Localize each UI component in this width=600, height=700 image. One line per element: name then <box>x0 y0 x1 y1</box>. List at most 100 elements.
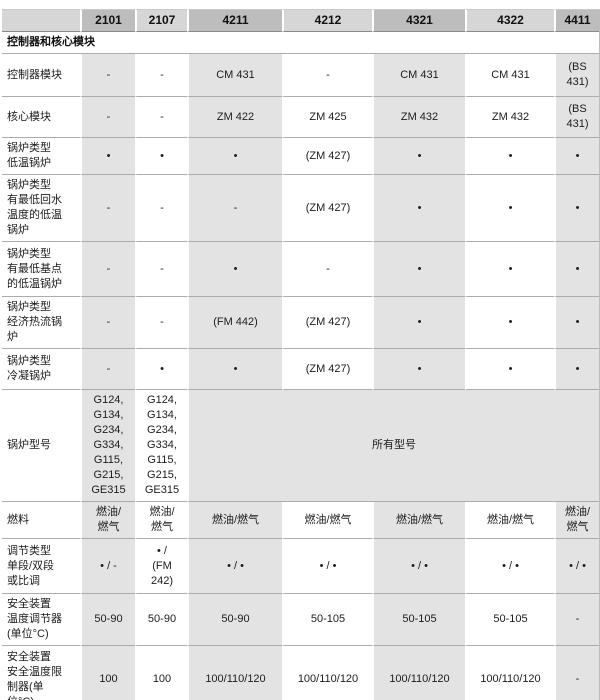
cell: • / - <box>80 539 135 594</box>
header-row: 2101 2107 4211 4212 4321 4322 4411 <box>2 9 599 32</box>
table-row: 锅炉类型 低温锅炉 • • • (ZM 427) • • • <box>2 138 599 175</box>
cell: (ZM 427) <box>282 349 372 390</box>
cell: CM 431 <box>187 54 282 97</box>
cell: (ZM 427) <box>282 175 372 242</box>
merged-cell-all-models: 所有型号 <box>187 390 599 502</box>
cell: (BS 431) <box>554 54 599 97</box>
cell: • <box>372 138 465 175</box>
cell: • / • <box>554 539 599 594</box>
row-label: 调节类型 单段/双段 或比调 <box>2 539 80 594</box>
table-row: 核心模块 - - ZM 422 ZM 425 ZM 432 ZM 432 (BS… <box>2 97 599 138</box>
column-header-4212: 4212 <box>282 9 372 32</box>
cell: 100/110/120 <box>187 646 282 700</box>
cell: • <box>187 138 282 175</box>
cell: • <box>465 297 554 349</box>
cell: 50-105 <box>465 594 554 646</box>
cell: 燃油/燃气 <box>187 502 282 539</box>
row-label: 燃料 <box>2 502 80 539</box>
cell: • <box>554 349 599 390</box>
cell: • <box>465 242 554 297</box>
cell: G124, G134, G234, G334, G115, G215, GE31… <box>135 390 187 502</box>
cell: • <box>187 242 282 297</box>
cell: CM 431 <box>465 54 554 97</box>
cell: - <box>80 54 135 97</box>
table-row: 锅炉类型 冷凝锅炉 - • • (ZM 427) • • • <box>2 349 599 390</box>
cell: 50-90 <box>80 594 135 646</box>
row-label: 锅炉类型 有最低基点 的低温锅炉 <box>2 242 80 297</box>
cell: 100 <box>80 646 135 700</box>
cell: CM 431 <box>372 54 465 97</box>
cell: (ZM 427) <box>282 138 372 175</box>
table-row-boiler-models: 锅炉型号 G124, G134, G234, G334, G115, G215,… <box>2 390 599 502</box>
cell: - <box>282 54 372 97</box>
row-label: 安全装置 温度调节器 (单位°C) <box>2 594 80 646</box>
column-header-2101: 2101 <box>80 9 135 32</box>
cell: • <box>465 349 554 390</box>
cell: - <box>80 175 135 242</box>
cell: 100 <box>135 646 187 700</box>
cell: - <box>80 297 135 349</box>
cell: (FM 442) <box>187 297 282 349</box>
row-label: 控制器模块 <box>2 54 80 97</box>
cell: 100/110/120 <box>282 646 372 700</box>
table-row: 锅炉类型 有最低基点 的低温锅炉 - - • - • • • <box>2 242 599 297</box>
cell: ZM 432 <box>372 97 465 138</box>
cell: - <box>282 242 372 297</box>
table-row: 控制器模块 - - CM 431 - CM 431 CM 431 (BS 431… <box>2 54 599 97</box>
row-label: 锅炉类型 冷凝锅炉 <box>2 349 80 390</box>
cell: 100/110/120 <box>465 646 554 700</box>
cell: - <box>80 242 135 297</box>
cell: • <box>372 349 465 390</box>
cell: ZM 422 <box>187 97 282 138</box>
table-row: 燃料 燃油/ 燃气 燃油/ 燃气 燃油/燃气 燃油/燃气 燃油/燃气 燃油/燃气… <box>2 502 599 539</box>
cell: - <box>135 242 187 297</box>
cell: • <box>135 138 187 175</box>
cell: 燃油/ 燃气 <box>554 502 599 539</box>
cell: • / • <box>282 539 372 594</box>
column-header-2107: 2107 <box>135 9 187 32</box>
column-header-4321: 4321 <box>372 9 465 32</box>
table-row: 安全装置 安全温度限 制器(单 位°C) 100 100 100/110/120… <box>2 646 599 700</box>
cell: (BS 431) <box>554 97 599 138</box>
cell: 燃油/燃气 <box>282 502 372 539</box>
cell: • <box>372 175 465 242</box>
cell: 燃油/ 燃气 <box>135 502 187 539</box>
cell: ZM 425 <box>282 97 372 138</box>
cell: - <box>135 54 187 97</box>
cell: • <box>465 138 554 175</box>
cell: • <box>554 242 599 297</box>
table-row: 锅炉类型 经济热流锅 炉 - - (FM 442) (ZM 427) • • • <box>2 297 599 349</box>
cell: 50-105 <box>282 594 372 646</box>
cell: G124, G134, G234, G334, G115, G215, GE31… <box>80 390 135 502</box>
cell: • <box>372 242 465 297</box>
cell: • <box>135 349 187 390</box>
cell: - <box>80 349 135 390</box>
cell: • <box>554 138 599 175</box>
cell: 100/110/120 <box>372 646 465 700</box>
row-label: 安全装置 安全温度限 制器(单 位°C) <box>2 646 80 700</box>
cell: • / • <box>465 539 554 594</box>
cell: 燃油/ 燃气 <box>80 502 135 539</box>
cell: • <box>554 175 599 242</box>
cell: - <box>80 97 135 138</box>
cell: 50-90 <box>187 594 282 646</box>
cell: - <box>135 297 187 349</box>
column-header-4322: 4322 <box>465 9 554 32</box>
cell: • <box>554 297 599 349</box>
cell: • <box>465 175 554 242</box>
spec-comparison-table: 2101 2107 4211 4212 4321 4322 4411 控制器和核… <box>2 9 600 700</box>
cell: - <box>187 175 282 242</box>
section-header-row: 控制器和核心模块 <box>2 32 599 54</box>
row-label: 锅炉型号 <box>2 390 80 502</box>
section-title: 控制器和核心模块 <box>2 32 599 54</box>
column-header-4211: 4211 <box>187 9 282 32</box>
cell: - <box>135 97 187 138</box>
cell: 50-105 <box>372 594 465 646</box>
cell: • <box>80 138 135 175</box>
cell: - <box>554 594 599 646</box>
cell: • <box>372 297 465 349</box>
cell: ZM 432 <box>465 97 554 138</box>
row-label: 核心模块 <box>2 97 80 138</box>
cell: 燃油/燃气 <box>372 502 465 539</box>
cell: • / (FM 242) <box>135 539 187 594</box>
